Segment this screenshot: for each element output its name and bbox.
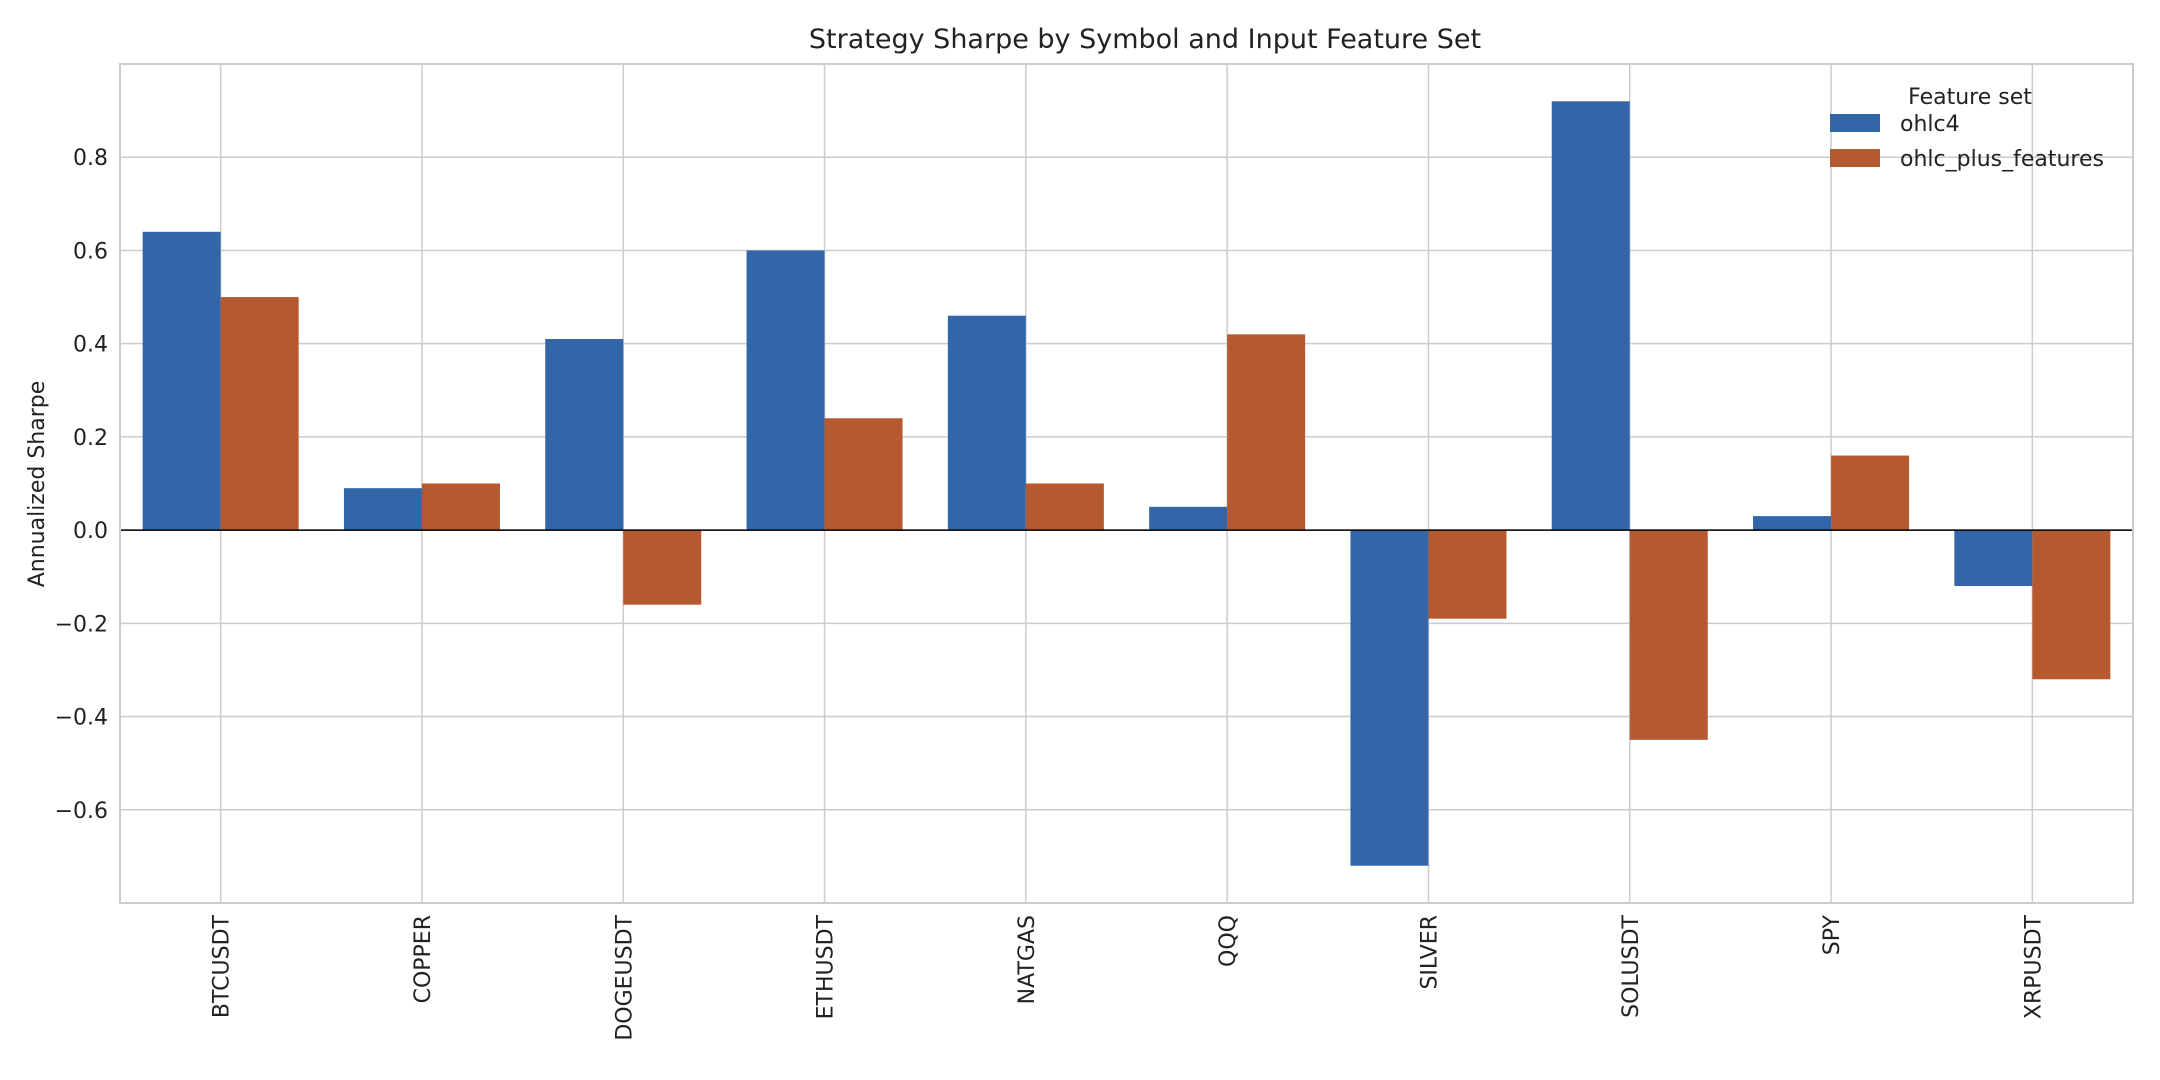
x-tick-label: BTCUSDT: [210, 914, 235, 1018]
bar-ohlc4-SOLUSDT: [1551, 101, 1630, 531]
bar-ohlc4-NATGAS: [947, 315, 1026, 531]
x-tick-label: ETHUSDT: [814, 914, 839, 1019]
y-tick-label: 0.8: [73, 146, 108, 171]
x-tick-label: QQQ: [1216, 915, 1241, 967]
bar-ohlc_plus_features-BTCUSDT: [220, 297, 299, 531]
plot-frame: [119, 63, 2134, 904]
y-tick-label: −0.6: [55, 799, 108, 824]
bar-ohlc_plus_features-ETHUSDT: [824, 418, 903, 531]
bar-ohlc4-DOGEUSDT: [545, 339, 624, 531]
bar-ohlc4-QQQ: [1149, 506, 1228, 531]
bar-ohlc_plus_features-XRPUSDT: [2032, 530, 2111, 680]
legend-swatch-ohlc4: [1830, 114, 1880, 132]
y-tick-label: −0.2: [55, 612, 108, 637]
legend-title: Feature set: [1908, 85, 2032, 110]
bar-ohlc4-COPPER: [343, 488, 422, 531]
y-tick-label: 0.6: [73, 239, 108, 264]
x-tick-label: XRPUSDT: [2021, 914, 2046, 1019]
bar-ohlc4-XRPUSDT: [1954, 530, 2033, 587]
tick-labels: −0.6 −0.4 −0.2 0.0 0.2 0.4 0.6 0.8 BTCUSDT COPPER…: [55, 146, 2047, 1040]
legend-swatch-ohlc_plus_features: [1830, 149, 1880, 167]
bar-ohlc4-ETHUSDT: [746, 250, 825, 531]
bar-ohlc_plus_features-SPY: [1831, 455, 1910, 531]
bar-ohlc4-BTCUSDT: [142, 231, 221, 531]
legend-label-ohlc_plus_features: ohlc_plus_features: [1900, 147, 2104, 172]
bar-ohlc_plus_features-SOLUSDT: [1629, 530, 1708, 740]
legend-label-ohlc4: ohlc4: [1900, 112, 1960, 137]
x-tick-label: SILVER: [1417, 915, 1442, 990]
x-tick-label: SPY: [1820, 914, 1845, 955]
x-tick-label: DOGEUSDT: [612, 914, 637, 1040]
y-tick-label: 0.4: [73, 333, 108, 358]
bar-ohlc_plus_features-SILVER: [1428, 530, 1507, 619]
y-tick-label: 0.2: [73, 426, 108, 451]
y-tick-label: −0.4: [55, 706, 108, 731]
bar-ohlc_plus_features-COPPER: [421, 483, 500, 531]
bar-ohlc4-SPY: [1753, 516, 1832, 531]
y-axis-label: Annualized Sharpe: [25, 381, 50, 588]
bar-ohlc_plus_features-QQQ: [1227, 334, 1306, 531]
x-tick-label: NATGAS: [1015, 915, 1040, 1004]
y-tick-label: 0.0: [73, 519, 108, 544]
chart-title: Strategy Sharpe by Symbol and Input Feat…: [809, 24, 1481, 55]
x-tick-label: COPPER: [411, 915, 436, 1003]
axes: [119, 63, 2134, 904]
bars: [142, 101, 2111, 866]
bar-ohlc4-SILVER: [1350, 530, 1429, 866]
bar-ohlc_plus_features-DOGEUSDT: [623, 530, 702, 605]
bar-ohlc_plus_features-NATGAS: [1025, 483, 1104, 531]
legend: Feature set ohlc4 ohlc_plus_features: [1830, 85, 2104, 172]
x-tick-label: SOLUSDT: [1619, 914, 1644, 1017]
